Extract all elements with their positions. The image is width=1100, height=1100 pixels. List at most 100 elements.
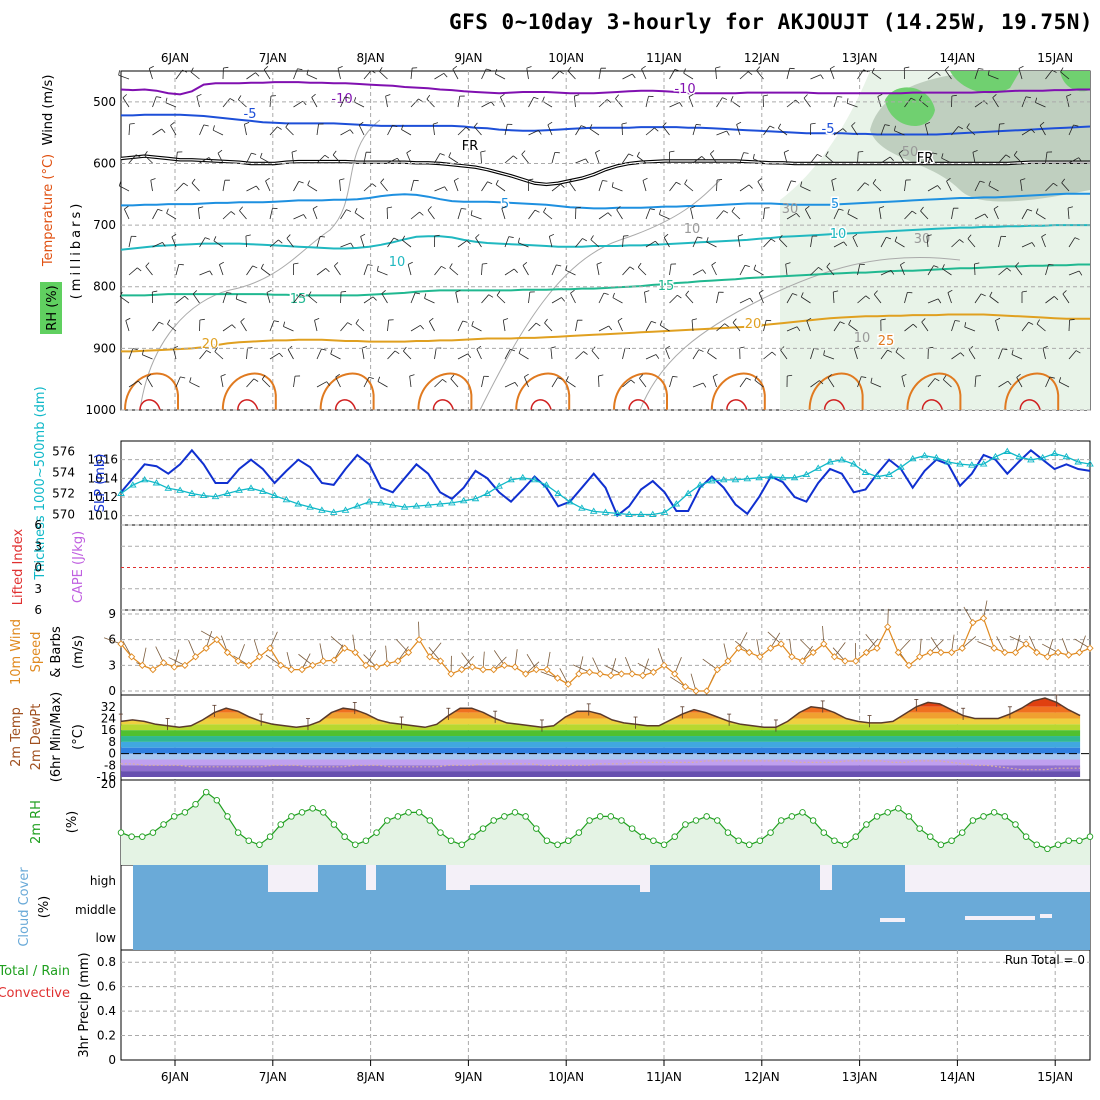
wind-barb bbox=[701, 156, 706, 161]
wind-barb bbox=[308, 295, 318, 304]
temp-contour-30 bbox=[726, 399, 748, 411]
wind-speed-marker bbox=[1033, 648, 1041, 657]
wind-barb bbox=[598, 292, 605, 304]
wind-barb bbox=[410, 98, 419, 108]
lifted-index: 6 3 0 3 6 Lifted Index CAPE (J/kg) bbox=[11, 518, 1090, 617]
li-tick-label: 6 bbox=[34, 518, 42, 532]
wind-barb bbox=[266, 289, 272, 293]
temp-tick-label: -16 bbox=[96, 770, 116, 784]
wind-barb bbox=[1045, 182, 1054, 192]
wind-barb bbox=[598, 180, 603, 192]
wind-barb bbox=[452, 65, 458, 70]
temp-band bbox=[121, 759, 1081, 766]
wind-barb bbox=[978, 68, 984, 70]
wind-barb bbox=[283, 326, 294, 332]
rh-marker bbox=[863, 821, 870, 828]
wind-barb bbox=[621, 123, 623, 136]
wind-barb bbox=[316, 381, 327, 388]
x-tick-label: 7JAN bbox=[259, 51, 287, 65]
rh-shading-high bbox=[885, 87, 935, 127]
wind-barb bbox=[561, 297, 566, 302]
rh-marker bbox=[234, 829, 242, 836]
rh-marker bbox=[458, 841, 465, 849]
cloud-gap bbox=[820, 865, 832, 890]
wind-barb bbox=[407, 264, 412, 276]
wind-barb bbox=[723, 210, 729, 214]
wind-barb bbox=[1036, 319, 1040, 325]
wind-barb bbox=[1062, 293, 1070, 304]
wind-barb bbox=[598, 374, 604, 377]
wind-barb bbox=[920, 206, 924, 212]
rh-marker bbox=[916, 825, 923, 832]
wind-barb bbox=[786, 293, 793, 304]
wind-barb bbox=[606, 99, 612, 103]
temp-contour-25 bbox=[1004, 372, 1060, 411]
wind-barb bbox=[455, 292, 459, 304]
wind-barb bbox=[921, 318, 926, 323]
wind-barb bbox=[911, 210, 917, 215]
wind-barb bbox=[1011, 354, 1023, 360]
wind-barb bbox=[426, 98, 435, 108]
contour-label: FR bbox=[462, 139, 479, 154]
wind-barb bbox=[1060, 71, 1070, 80]
wind-barb bbox=[370, 70, 376, 74]
wind-barb bbox=[129, 123, 135, 125]
wind-barb bbox=[473, 122, 478, 127]
wind-barb bbox=[679, 102, 683, 107]
wind-barb bbox=[128, 380, 139, 388]
wind-barb bbox=[312, 205, 318, 210]
wind-speed-marker bbox=[128, 653, 136, 661]
wind-barb bbox=[1045, 376, 1051, 388]
wind-barb bbox=[786, 212, 797, 220]
contour-label: 25 bbox=[878, 334, 895, 349]
wind-barb bbox=[1039, 125, 1046, 136]
wind-barb bbox=[847, 208, 850, 214]
wind-barb bbox=[363, 264, 368, 276]
wind-barb bbox=[452, 69, 459, 80]
wind-barb bbox=[481, 376, 485, 388]
y-axis-label: (millibars) bbox=[69, 201, 84, 300]
wind-barb bbox=[758, 289, 764, 294]
wind-barb bbox=[504, 268, 515, 276]
wind-barb bbox=[316, 268, 327, 276]
contour-label: 10 bbox=[389, 255, 406, 270]
wind-barb bbox=[334, 262, 339, 267]
wind-barb bbox=[804, 209, 811, 220]
thickness-marker bbox=[164, 484, 173, 491]
wind-barb bbox=[779, 238, 788, 248]
wind-barb bbox=[992, 97, 999, 108]
temp-contour-25 bbox=[417, 372, 473, 411]
wind-barb bbox=[488, 294, 494, 298]
wind-barb bbox=[983, 100, 988, 105]
wind-barb bbox=[277, 126, 282, 130]
wind-barb bbox=[964, 326, 976, 332]
wind-barb bbox=[236, 298, 247, 304]
wind-barb bbox=[183, 182, 189, 187]
wind-barb bbox=[293, 100, 304, 108]
wind-barb bbox=[870, 377, 873, 383]
wind-speed-marker bbox=[692, 687, 700, 695]
wind-barb bbox=[744, 264, 750, 268]
wind-barb bbox=[574, 94, 580, 97]
wind-speed-marker bbox=[969, 618, 977, 627]
rh-marker bbox=[969, 817, 977, 824]
temp-band bbox=[121, 718, 1081, 725]
wind-barb bbox=[645, 321, 652, 332]
rh-marker bbox=[1001, 813, 1009, 820]
wind-barb bbox=[612, 186, 623, 192]
wind-barb bbox=[152, 241, 163, 248]
wind-barb bbox=[350, 242, 354, 248]
wind-barb bbox=[848, 324, 858, 332]
wind-barb bbox=[895, 351, 905, 360]
wind-tick-label: 6 bbox=[108, 633, 116, 647]
wind-barb bbox=[287, 349, 294, 360]
wind-barb bbox=[942, 268, 952, 276]
thickness-marker bbox=[495, 482, 503, 489]
wind-barb bbox=[482, 263, 488, 265]
wind-barb bbox=[1035, 97, 1038, 103]
wind-barb bbox=[125, 320, 130, 332]
wind-barb bbox=[873, 294, 882, 304]
wind-barb bbox=[557, 377, 563, 380]
legend-total-rain: Total / Rain bbox=[0, 964, 70, 979]
wind-barb bbox=[360, 236, 365, 248]
